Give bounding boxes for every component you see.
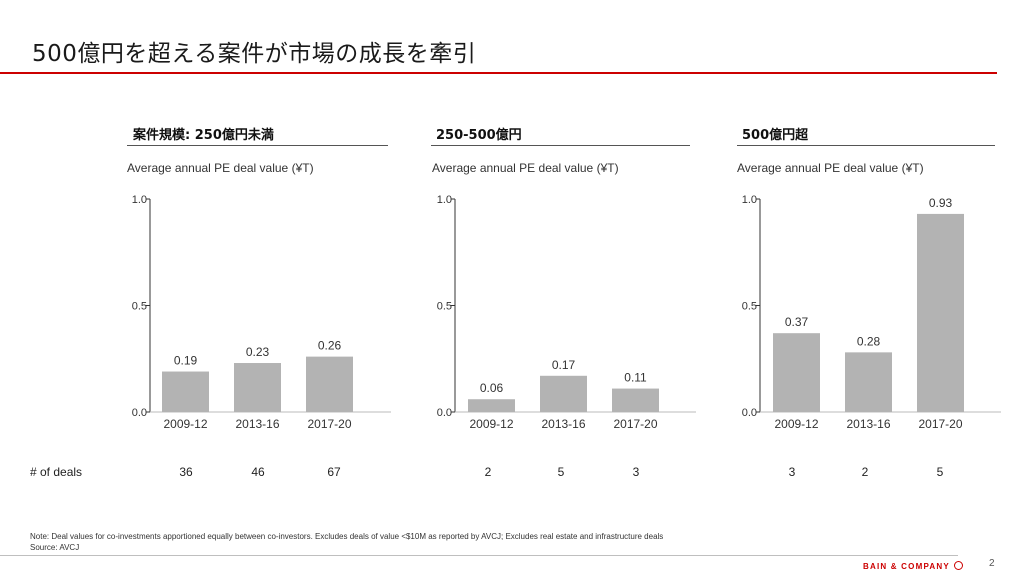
y-tick-label: 0.0 xyxy=(437,407,452,419)
deal-count: 5 xyxy=(557,465,565,479)
footer-rule xyxy=(0,555,958,556)
y-tick-label: 1.0 xyxy=(742,194,757,206)
bar-value-label: 0.26 xyxy=(318,339,342,353)
deal-count: 46 xyxy=(251,465,265,479)
panel-2-subtitle: Average annual PE deal value (¥T) xyxy=(432,161,619,175)
bar-value-label: 0.17 xyxy=(552,358,576,372)
bar xyxy=(773,333,820,412)
bar-value-label: 0.23 xyxy=(246,345,270,359)
chart-3: 0.0 0.5 1.0 0.37 2009-12 0.28 2013-16 0.93 2017-… xyxy=(742,194,1001,431)
deal-count: 3 xyxy=(788,465,796,479)
deal-count: 2 xyxy=(484,465,492,479)
bar xyxy=(162,371,209,412)
bar-value-label: 0.37 xyxy=(785,315,809,329)
y-tick-label: 0.5 xyxy=(437,301,452,313)
deal-count: 67 xyxy=(327,465,341,479)
bar-value-label: 0.93 xyxy=(929,196,953,210)
panel-3-subtitle: Average annual PE deal value (¥T) xyxy=(737,161,924,175)
bar xyxy=(540,375,587,412)
panel-1-rule xyxy=(127,145,388,146)
y-tick-label: 1.0 xyxy=(437,194,452,206)
bar xyxy=(234,363,281,412)
chart-2: 0.0 0.5 1.0 0.06 2009-12 0.17 2013-16 0.11 2017-… xyxy=(437,194,696,431)
y-tick-label: 0.5 xyxy=(132,301,147,313)
y-tick-label: 0.0 xyxy=(132,407,147,419)
deal-count: 36 xyxy=(179,465,193,479)
deal-count: 2 xyxy=(861,465,869,479)
bar-value-label: 0.11 xyxy=(624,371,647,385)
x-tick-label: 2009-12 xyxy=(774,417,818,431)
brand-logo: BAIN & COMPANY xyxy=(863,561,963,571)
footnote: Note: Deal values for co-investments app… xyxy=(30,531,663,553)
chart-1: 0.0 0.5 1.0 0.19 2009-12 0.23 2013-16 0.26 2017-… xyxy=(132,194,391,431)
x-tick-label: 2009-12 xyxy=(469,417,513,431)
bar xyxy=(612,388,659,412)
y-tick-label: 0.0 xyxy=(742,407,757,419)
x-tick-label: 2017-20 xyxy=(613,417,657,431)
x-tick-label: 2013-16 xyxy=(235,417,279,431)
slide-title: 500億円を超える案件が市場の成長を牽引 xyxy=(32,41,477,67)
bar xyxy=(845,352,892,412)
x-tick-label: 2009-12 xyxy=(163,417,207,431)
brand-mark-icon xyxy=(953,561,963,570)
x-tick-label: 2013-16 xyxy=(541,417,585,431)
deal-count: 3 xyxy=(632,465,640,479)
y-tick-label: 0.5 xyxy=(742,301,757,313)
panel-1-header: 案件規模: 250億円未満 xyxy=(133,128,274,143)
bar xyxy=(468,399,515,412)
brand-text: BAIN & COMPANY xyxy=(863,562,950,571)
panel-3-rule xyxy=(737,145,995,146)
x-tick-label: 2017-20 xyxy=(918,417,962,431)
bar-value-label: 0.28 xyxy=(857,334,881,348)
x-tick-label: 2017-20 xyxy=(307,417,351,431)
bar-value-label: 0.19 xyxy=(174,354,198,368)
bar xyxy=(306,356,353,412)
bar-value-label: 0.06 xyxy=(480,381,504,395)
x-tick-label: 2013-16 xyxy=(846,417,890,431)
panel-1-subtitle: Average annual PE deal value (¥T) xyxy=(127,161,314,175)
bar xyxy=(917,213,964,412)
panel-2-header: 250-500億円 xyxy=(436,128,522,143)
panel-3-header: 500億円超 xyxy=(742,128,809,143)
panel-2-rule xyxy=(431,145,690,146)
note-text: Note: Deal values for co-investments app… xyxy=(30,532,664,541)
y-tick-label: 1.0 xyxy=(132,194,147,206)
source-text: Source: AVCJ xyxy=(30,543,80,552)
page-number: 2 xyxy=(989,558,995,569)
deal-count: 5 xyxy=(936,465,944,479)
title-rule xyxy=(0,72,997,74)
deals-label: # of deals xyxy=(30,465,83,479)
